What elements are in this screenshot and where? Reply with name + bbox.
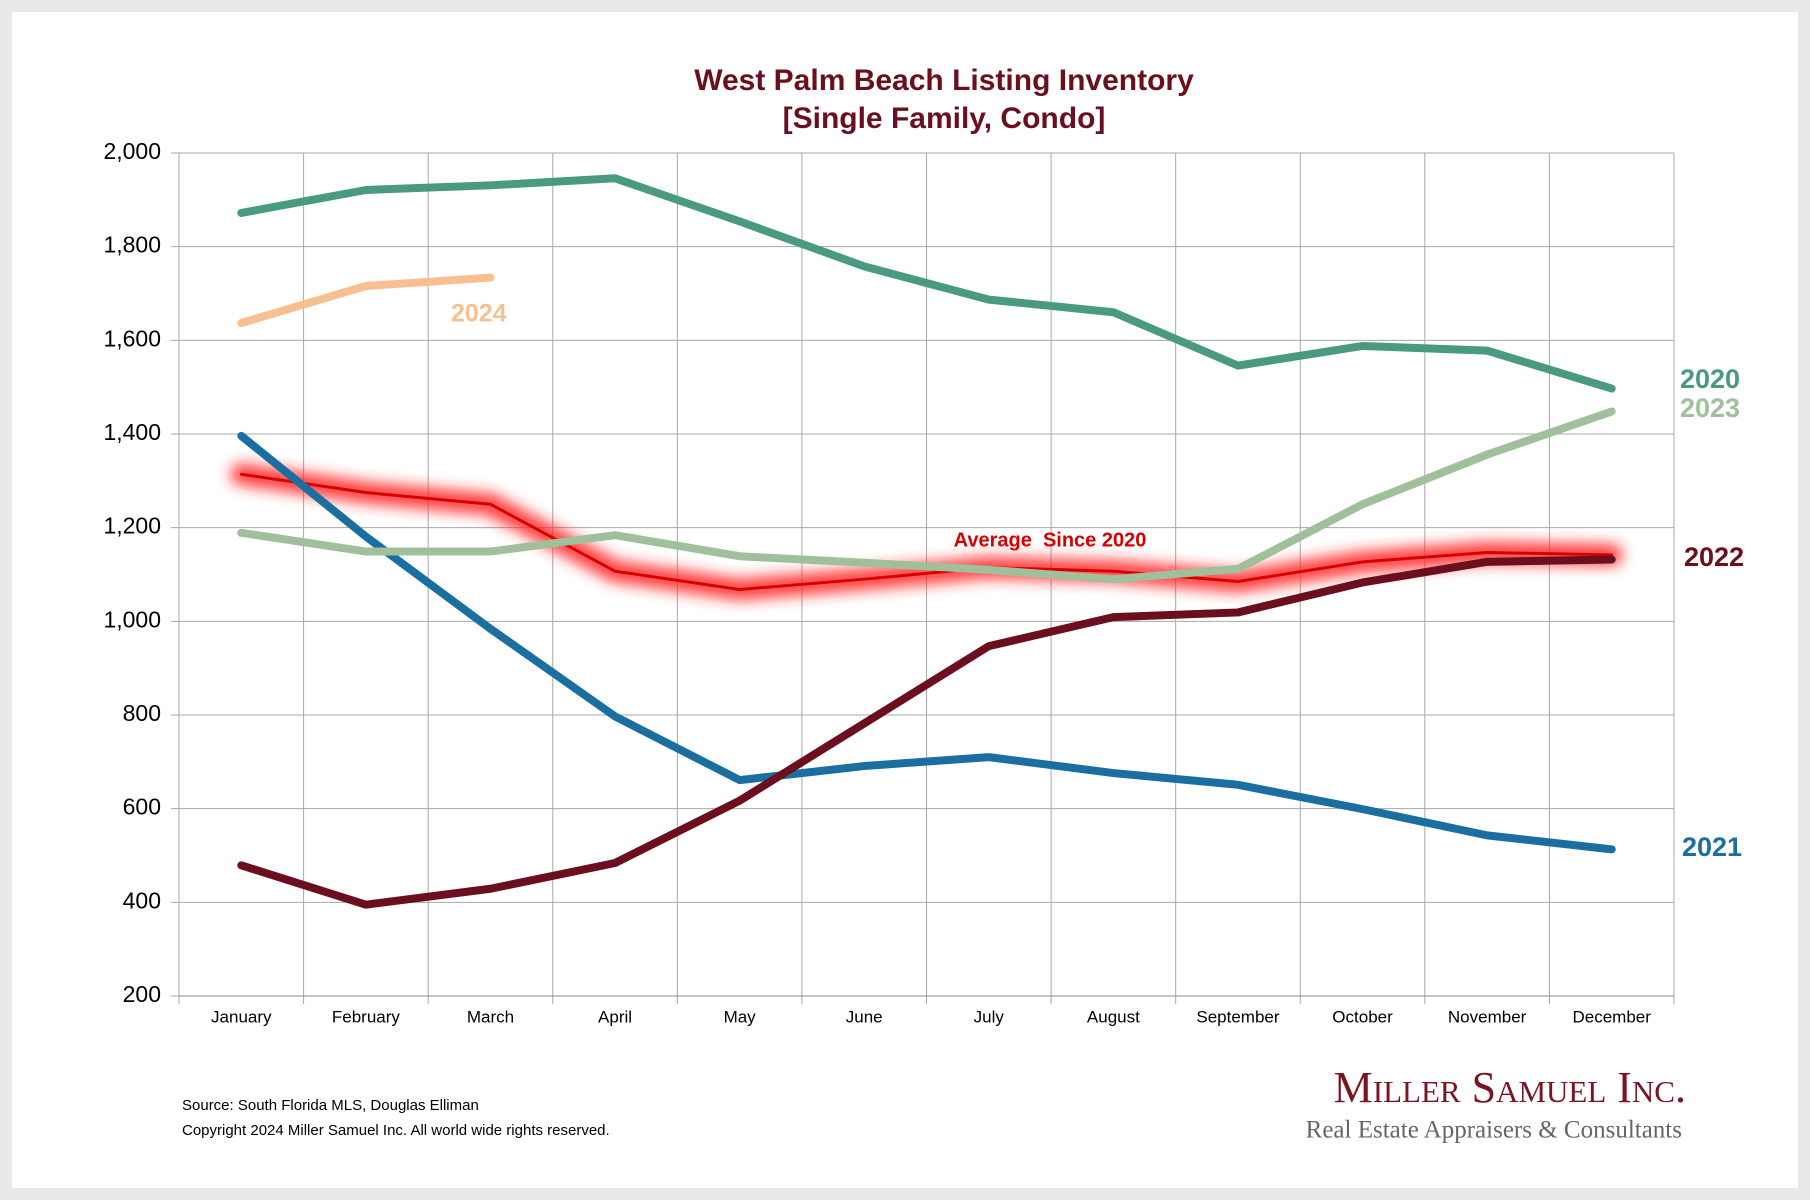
x-tick-label: September bbox=[1196, 1007, 1279, 1026]
logo-tagline: Real Estate Appraisers & Consultants bbox=[1306, 1117, 1682, 1144]
y-tick-label: 1,000 bbox=[103, 606, 161, 632]
chart-subtitle: [Single Family, Condo] bbox=[783, 102, 1106, 135]
x-tick-label: April bbox=[598, 1007, 632, 1026]
series-label: 2022 bbox=[1684, 542, 1744, 572]
panel bbox=[12, 12, 1798, 1188]
source-note: Source: South Florida MLS, Douglas Ellim… bbox=[182, 1097, 479, 1114]
line bbox=[237, 174, 1616, 393]
y-tick-label: 200 bbox=[123, 981, 161, 1007]
chart-title: West Palm Beach Listing Inventory bbox=[694, 64, 1194, 97]
x-tick-label: October bbox=[1332, 1007, 1393, 1026]
y-tick-label: 1,200 bbox=[103, 513, 161, 539]
series-label: Average Since 2020 bbox=[954, 529, 1147, 551]
series-label: 2024 bbox=[451, 300, 507, 328]
y-tick-label: 600 bbox=[123, 794, 161, 820]
line bbox=[237, 273, 495, 328]
x-tick-label: March bbox=[467, 1007, 514, 1026]
y-tick-label: 1,600 bbox=[103, 325, 161, 351]
line bbox=[237, 407, 1616, 584]
x-tick-label: August bbox=[1087, 1007, 1140, 1026]
series-label: 2020 bbox=[1680, 364, 1740, 394]
y-tick-label: 800 bbox=[123, 700, 161, 726]
line bbox=[237, 431, 1616, 854]
y-tick-label: 1,800 bbox=[103, 232, 161, 258]
x-tick-label: June bbox=[846, 1007, 883, 1026]
x-tick-label: December bbox=[1572, 1007, 1651, 1026]
x-tick-label: July bbox=[974, 1007, 1005, 1026]
x-tick-label: February bbox=[332, 1007, 401, 1026]
series-label: 2023 bbox=[1680, 393, 1740, 423]
y-tick-label: 2,000 bbox=[103, 138, 161, 164]
line bbox=[237, 555, 1616, 909]
y-tick-label: 1,400 bbox=[103, 419, 161, 445]
y-tick-label: 400 bbox=[123, 887, 161, 913]
series-label: 2021 bbox=[1682, 832, 1742, 862]
x-tick-label: May bbox=[724, 1007, 757, 1026]
x-tick-label: January bbox=[211, 1007, 272, 1026]
logo-name: Miller Samuel Inc. bbox=[1334, 1063, 1686, 1112]
copyright-note: Copyright 2024 Miller Samuel Inc. All wo… bbox=[182, 1122, 610, 1139]
x-tick-label: November bbox=[1448, 1007, 1527, 1026]
line bbox=[239, 472, 1614, 591]
